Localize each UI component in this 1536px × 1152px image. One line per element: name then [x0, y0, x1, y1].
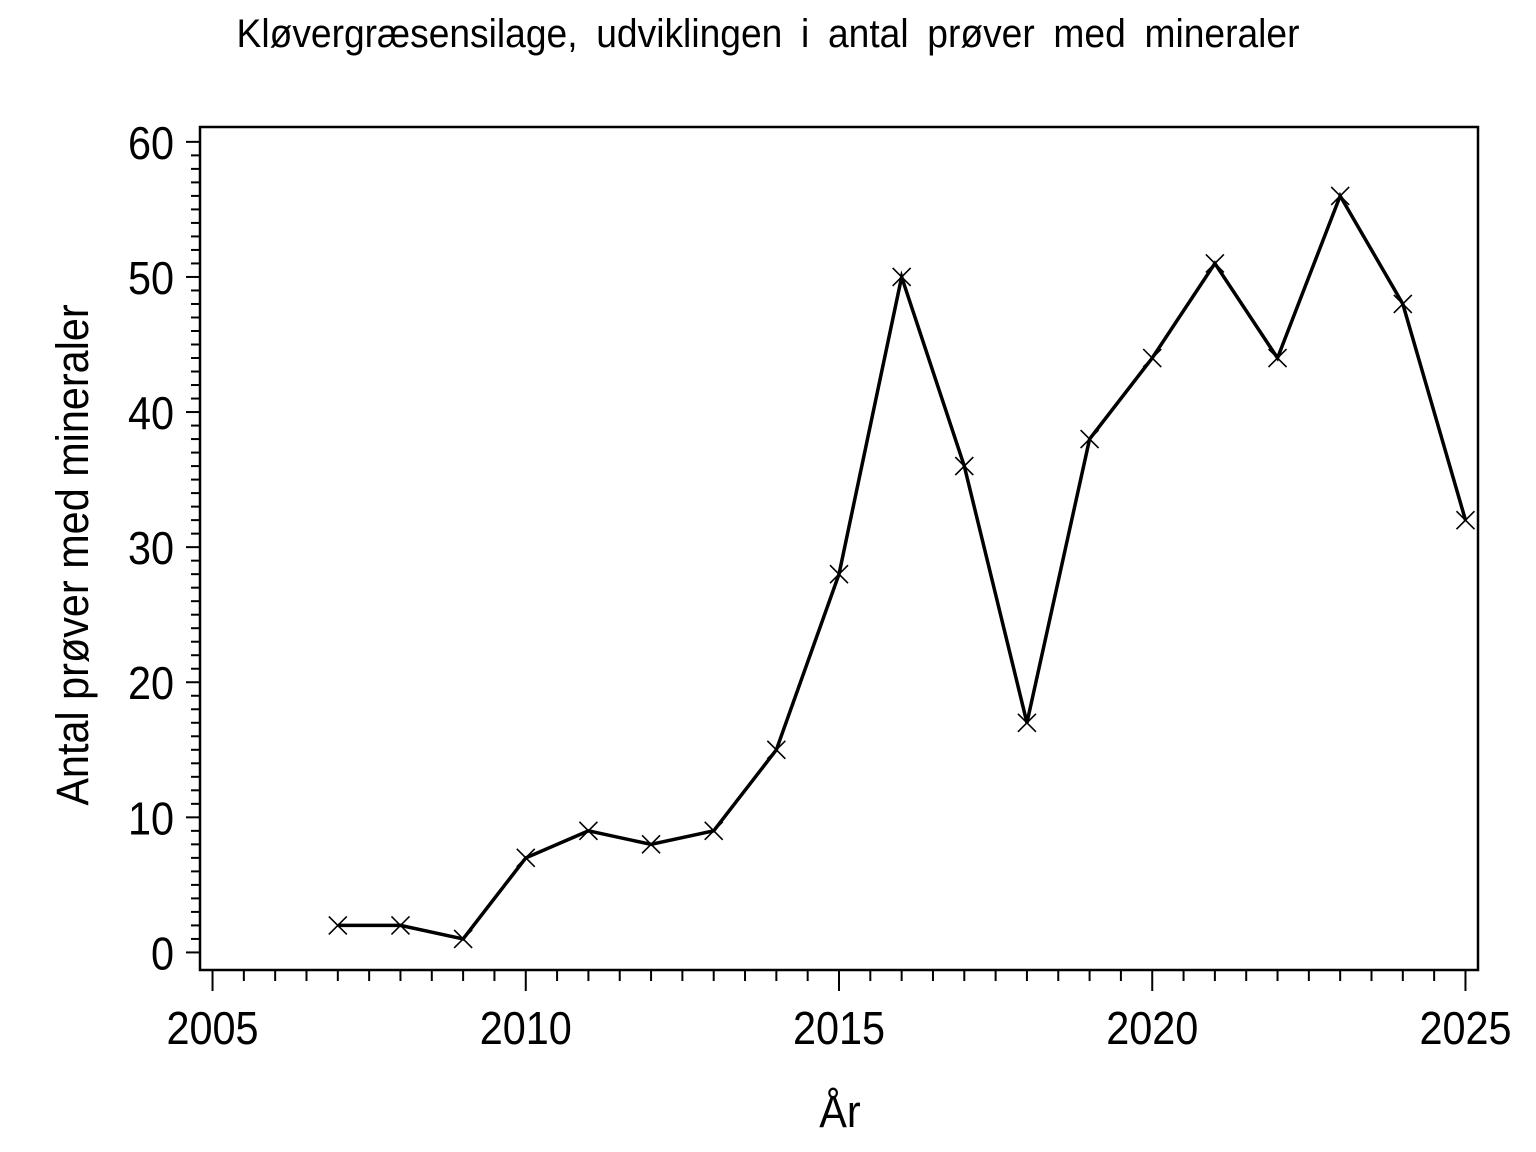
- data-point-marker: [578, 821, 598, 841]
- data-point-marker: [1142, 348, 1162, 368]
- data-point-marker: [1080, 429, 1100, 449]
- data-line: [337, 191, 1468, 941]
- x-tick-label: 2005: [166, 1003, 258, 1055]
- x-axis-label: År: [819, 1087, 860, 1137]
- data-point-marker: [954, 456, 974, 476]
- data-point-marker: [1267, 348, 1288, 368]
- x-tick-label: 2025: [1419, 1003, 1511, 1055]
- data-point-marker: [328, 915, 348, 935]
- data-point-marker: [1455, 510, 1476, 530]
- data-point-marker: [1330, 186, 1350, 206]
- data-point-marker: [516, 848, 536, 868]
- y-tick-label: 30: [128, 523, 174, 575]
- y-tick-label: 20: [128, 658, 174, 710]
- data-point-marker: [892, 267, 912, 287]
- y-tick-label: 60: [128, 118, 174, 170]
- y-tick-label: 0: [151, 928, 174, 980]
- data-point-marker: [1393, 294, 1413, 314]
- plot-area: 0 10 20 30 40 50 60 2005 2010 2015 2020 2025: [128, 118, 1512, 1055]
- data-point-marker: [1205, 253, 1225, 274]
- y-tick-label: 10: [128, 793, 174, 845]
- x-tick-label: 2010: [480, 1003, 572, 1055]
- data-point-marker: [1017, 713, 1037, 733]
- y-axis-label: Antal prøver med mineraler: [48, 304, 98, 805]
- chart-title: Kløvergræsensilage, udviklingen i antal …: [237, 12, 1300, 57]
- data-point-marker: [641, 834, 661, 854]
- data-point-marker: [390, 915, 411, 935]
- data-point-marker: [453, 929, 473, 949]
- y-tick-label: 40: [128, 388, 174, 440]
- plot-box: [198, 125, 1480, 972]
- data-point-marker: [829, 564, 849, 584]
- y-tick-label: 50: [128, 253, 174, 305]
- x-tick-label: 2020: [1106, 1003, 1198, 1055]
- x-tick-label: 2015: [793, 1003, 885, 1055]
- data-point-marker: [704, 821, 724, 841]
- data-point-marker: [766, 740, 786, 760]
